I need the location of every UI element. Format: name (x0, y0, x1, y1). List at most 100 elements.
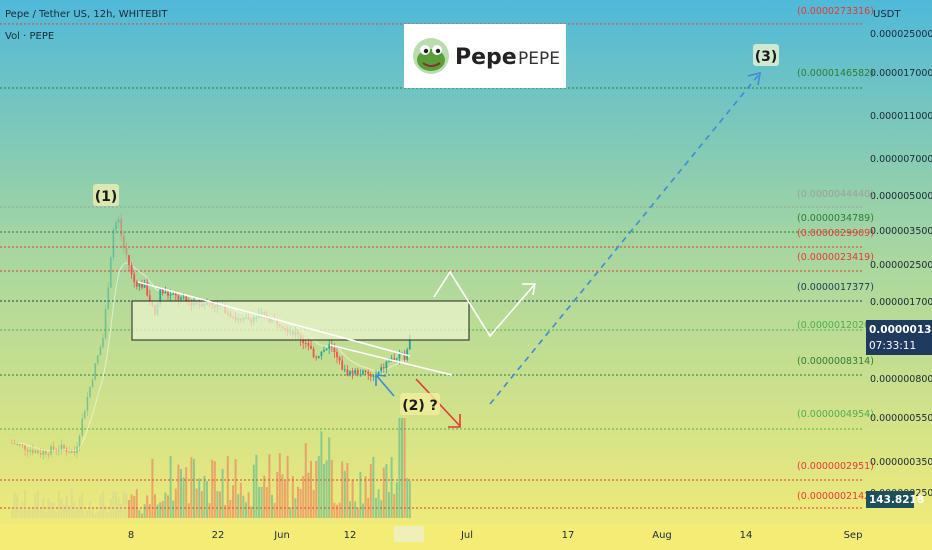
volume-bar (24, 489, 26, 518)
level-label: (0.0000002951) (797, 461, 874, 472)
volume-bar (302, 475, 305, 518)
volume-bar (83, 513, 86, 518)
candle-body (120, 219, 123, 236)
candle-body (133, 274, 136, 282)
volume-bar (401, 418, 403, 518)
volume-bar (206, 481, 208, 518)
time-tick-label: Jul (460, 530, 473, 541)
volume-bar (226, 456, 229, 518)
volume-bar (156, 504, 159, 518)
time-tick-label: Sep (844, 530, 863, 541)
price-tick-label: 0.0000003500 (870, 457, 932, 468)
candle-body (159, 289, 162, 304)
volume-bar (299, 488, 302, 518)
volume-bar (252, 464, 255, 518)
blue-low-arrow (375, 374, 395, 397)
candle-body (39, 453, 42, 455)
volume-bar (16, 494, 19, 518)
zigzag-forecast (433, 270, 536, 338)
volume-bar (367, 497, 370, 518)
volume-bar (224, 504, 227, 518)
volume-bar (304, 443, 307, 518)
level-label: (0.0000146582) (797, 68, 874, 79)
candle-body (164, 291, 167, 294)
volume-bar (148, 504, 151, 518)
volume-bar (330, 459, 333, 518)
candle-body (55, 449, 58, 451)
volume-bar (338, 502, 341, 518)
volume-bar (356, 507, 359, 518)
candle-body (86, 396, 89, 411)
volume-bar (161, 501, 164, 518)
consolidation-box (131, 300, 470, 341)
volume-bar (34, 494, 37, 518)
volume-bar (377, 489, 380, 518)
volume-bar (89, 501, 91, 518)
countdown-timer: 07:33:11 (869, 340, 916, 352)
volume-bar (351, 479, 354, 518)
volume-bar (343, 470, 346, 518)
volume-bar (200, 491, 203, 518)
volume-bar (239, 482, 242, 518)
candle-body (354, 370, 357, 374)
volume-bar (125, 493, 128, 518)
candle-body (356, 370, 359, 375)
candle-body (102, 337, 104, 348)
volume-bar (208, 503, 211, 518)
current-price-badge: 0.0000013127 07:33:11 (866, 320, 932, 355)
candle-body (76, 446, 78, 453)
volume-bar (47, 497, 50, 518)
candle-body (336, 352, 338, 358)
volume-bar (63, 505, 65, 518)
volume-bar (395, 482, 398, 518)
volume-bar (382, 467, 385, 518)
volume-bar (320, 431, 323, 518)
volume-bar (380, 500, 383, 518)
volume-bar (130, 494, 133, 518)
candle-body (372, 376, 375, 378)
volume-bar (18, 508, 21, 518)
wave-label-1: (1) (93, 184, 119, 206)
candle-body (395, 358, 398, 360)
candle-body (13, 442, 16, 445)
volume-bar (341, 461, 344, 518)
candle-body (343, 369, 346, 371)
candle-body (362, 370, 364, 375)
volume-bar (52, 503, 55, 518)
volume-bar (349, 501, 351, 518)
volume-bar (346, 463, 349, 518)
candle-body (24, 445, 26, 451)
frog-icon (413, 38, 449, 74)
level-label: (0.0000012020) (797, 320, 874, 331)
volume-bar (310, 461, 312, 518)
logo-name: Pepe (455, 45, 517, 70)
candle-body (403, 352, 406, 360)
candle-body (115, 222, 117, 230)
candle-body (91, 379, 94, 387)
volume-bar (78, 496, 81, 518)
time-tick-label: 22 (212, 530, 225, 541)
wave-label-2: (2) ? (400, 393, 440, 415)
candle-body (341, 360, 344, 370)
volume-bar (11, 507, 13, 518)
candle-body (42, 451, 45, 455)
currency-label: USDT (873, 9, 901, 20)
candle-body (320, 351, 323, 357)
volume-bar (359, 471, 362, 518)
candle-body (135, 281, 138, 287)
blue-low-arrow-head (375, 374, 387, 386)
candle-body (304, 342, 307, 344)
time-axis-panel[interactable] (0, 524, 932, 550)
zigzag-arrow-head (522, 283, 536, 296)
volume-bar (221, 469, 224, 518)
candle-body (380, 367, 383, 372)
candle-body (138, 282, 141, 287)
wedge-upper-line (137, 281, 411, 357)
volume-bar (284, 480, 286, 518)
